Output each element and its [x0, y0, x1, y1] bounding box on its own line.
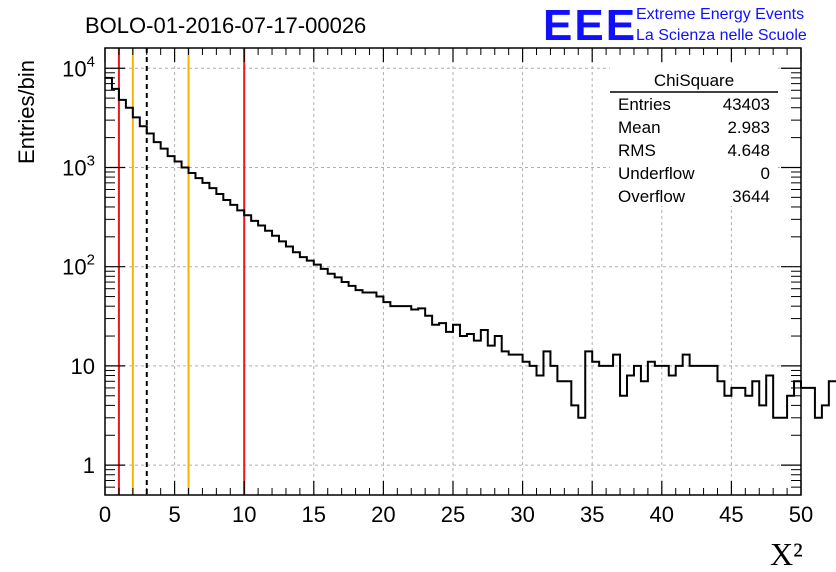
x-tick-label: 20 [371, 502, 395, 527]
stats-label: Overflow [618, 187, 686, 206]
stats-value: 43403 [723, 95, 770, 114]
logo-line-1: Extreme Energy Events [636, 6, 804, 23]
y-tick-label: 102 [62, 252, 95, 280]
x-tick-label: 40 [650, 502, 674, 527]
axes: 0 5 10 15 20 25 30 35 40 45 50 1 10 102 103 104 [62, 47, 813, 527]
x-tick-label: 30 [510, 502, 534, 527]
logo: EEE Extreme Energy Events La Scienza nel… [543, 1, 807, 50]
x-tick-label: 10 [232, 502, 256, 527]
threshold-lines [117, 48, 246, 495]
x-tick-label: 15 [302, 502, 326, 527]
y-tick-label: 103 [62, 152, 95, 180]
stats-value: 4.648 [727, 141, 770, 160]
x-axis-label: X² [770, 536, 803, 572]
y-tick-label: 1 [83, 453, 95, 478]
stats-value: 2.983 [727, 118, 770, 137]
x-tick-label: 0 [99, 502, 111, 527]
logo-mark: EEE [543, 1, 637, 50]
x-tick-label: 25 [441, 502, 465, 527]
stats-label: Underflow [618, 164, 695, 183]
chart-title: BOLO-01-2016-07-17-00026 [85, 13, 366, 38]
stats-box-background [610, 66, 778, 206]
stats-title: ChiSquare [654, 71, 734, 90]
histogram-series [105, 76, 836, 419]
stats-value: 0 [761, 164, 770, 183]
stats-box: ChiSquare Entries 43403 Mean 2.983 RMS 4.648 U… [610, 66, 778, 206]
stats-label: Mean [618, 118, 661, 137]
stats-label: RMS [618, 141, 656, 160]
stats-label: Entries [618, 95, 671, 114]
logo-line-2: La Scienza nelle Scuole [636, 27, 807, 44]
y-axis-label: Entries/bin [14, 60, 39, 164]
y-tick-label: 10 [71, 354, 95, 379]
stats-value: 3644 [732, 187, 770, 206]
x-tick-label: 50 [789, 502, 813, 527]
x-tick-label: 45 [719, 502, 743, 527]
x-tick-label: 35 [580, 502, 604, 527]
y-tick-label: 104 [62, 53, 95, 81]
x-tick-label: 5 [168, 502, 180, 527]
